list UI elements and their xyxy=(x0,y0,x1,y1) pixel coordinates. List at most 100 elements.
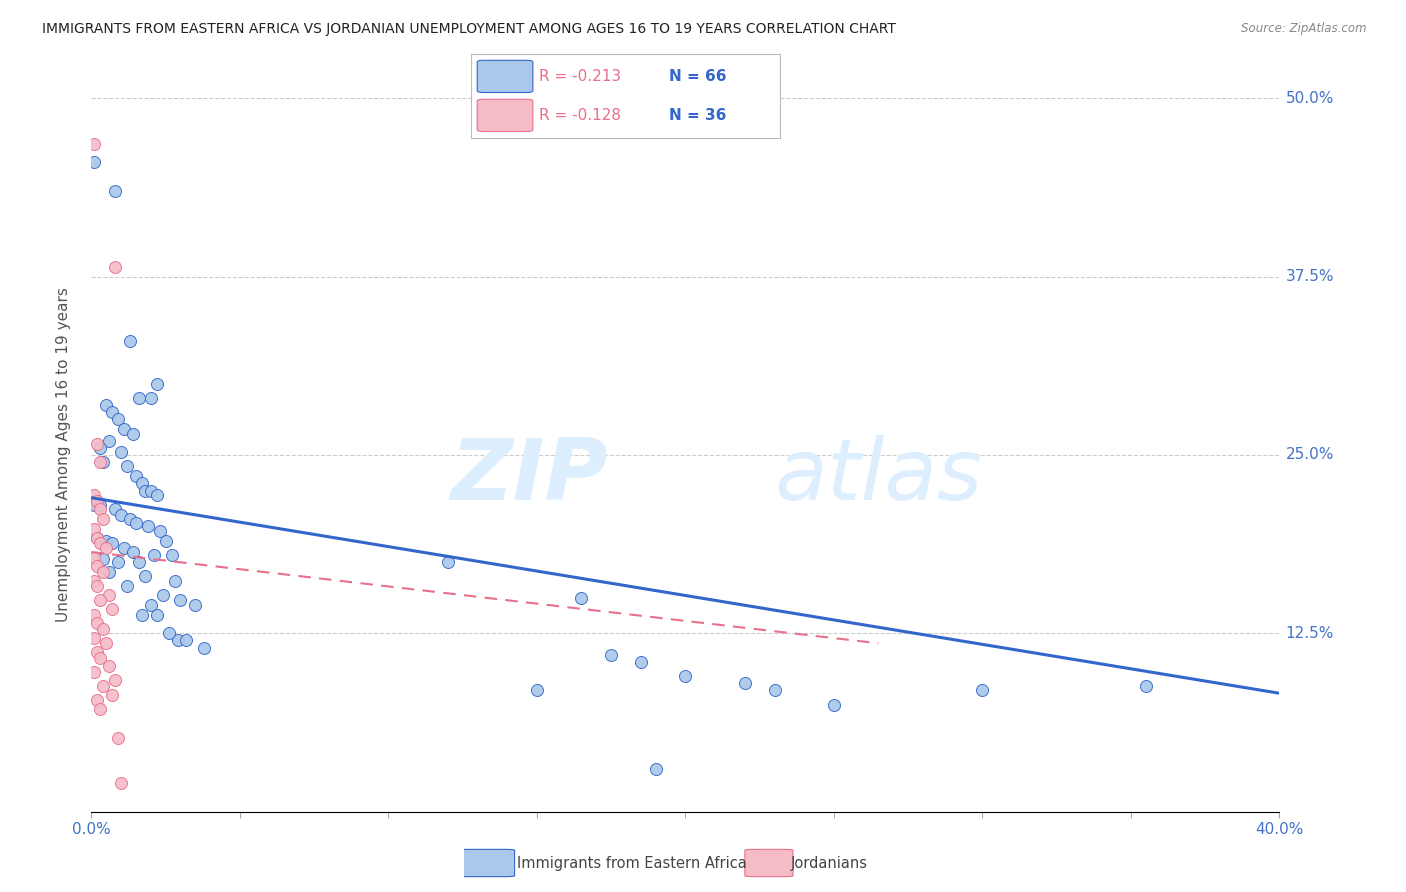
Text: Jordanians: Jordanians xyxy=(790,855,868,871)
Point xyxy=(128,555,150,569)
Point xyxy=(176,633,198,648)
Point xyxy=(89,702,111,716)
Point xyxy=(125,469,148,483)
Text: R = -0.213: R = -0.213 xyxy=(538,69,621,84)
Text: 50.0%: 50.0% xyxy=(1285,91,1334,105)
Point xyxy=(98,565,121,579)
Point xyxy=(571,591,593,605)
Point xyxy=(110,508,132,522)
Point xyxy=(145,376,167,391)
Point xyxy=(86,436,108,450)
Point xyxy=(91,679,114,693)
Point xyxy=(86,559,108,574)
Point xyxy=(526,683,548,698)
Point xyxy=(86,616,108,631)
FancyBboxPatch shape xyxy=(477,61,533,93)
Text: R = -0.128: R = -0.128 xyxy=(538,108,621,123)
Point xyxy=(122,426,145,441)
Point xyxy=(184,598,207,612)
Text: N = 36: N = 36 xyxy=(669,108,727,123)
Point xyxy=(89,593,111,607)
Point xyxy=(118,334,141,348)
Text: atlas: atlas xyxy=(775,434,983,518)
Point xyxy=(83,631,105,645)
Point xyxy=(101,536,124,550)
Point xyxy=(139,483,162,498)
Point xyxy=(86,579,108,593)
Point xyxy=(112,541,135,555)
Point xyxy=(139,598,162,612)
Y-axis label: Unemployment Among Ages 16 to 19 years: Unemployment Among Ages 16 to 19 years xyxy=(56,287,70,623)
Point xyxy=(436,555,458,569)
Text: 12.5%: 12.5% xyxy=(1285,626,1334,640)
Point xyxy=(89,455,111,469)
Point xyxy=(104,184,127,198)
Point xyxy=(107,555,129,569)
Point xyxy=(734,676,756,690)
Point xyxy=(91,455,114,469)
Point xyxy=(104,673,127,688)
Point xyxy=(104,502,127,516)
Point xyxy=(600,648,623,662)
Point xyxy=(131,476,153,491)
Point xyxy=(152,588,174,602)
Text: ZIP: ZIP xyxy=(450,434,609,518)
Point xyxy=(145,607,167,622)
Point xyxy=(91,622,114,636)
Point xyxy=(107,412,129,426)
FancyBboxPatch shape xyxy=(477,99,533,131)
Point xyxy=(644,762,666,776)
Point xyxy=(166,633,188,648)
Point xyxy=(83,574,105,588)
Point xyxy=(96,533,118,548)
Point xyxy=(115,579,138,593)
Point xyxy=(96,636,118,650)
Point xyxy=(136,519,159,533)
Point xyxy=(83,498,105,512)
Point xyxy=(83,550,105,565)
Point xyxy=(89,441,111,455)
Point xyxy=(763,683,786,698)
Point xyxy=(145,488,167,502)
Point xyxy=(98,588,121,602)
Point xyxy=(673,669,696,683)
Point xyxy=(107,731,129,745)
Point xyxy=(101,688,124,702)
Point xyxy=(125,516,148,531)
Point xyxy=(86,693,108,707)
Point xyxy=(83,155,105,169)
Point xyxy=(98,434,121,448)
FancyBboxPatch shape xyxy=(745,849,793,877)
Point xyxy=(134,483,156,498)
Text: N = 66: N = 66 xyxy=(669,69,727,84)
Point xyxy=(89,498,111,512)
Point xyxy=(142,548,165,562)
FancyBboxPatch shape xyxy=(458,849,515,877)
Point xyxy=(139,391,162,405)
Point xyxy=(98,659,121,673)
Point xyxy=(128,391,150,405)
Text: Source: ZipAtlas.com: Source: ZipAtlas.com xyxy=(1241,22,1367,36)
Point xyxy=(110,776,132,790)
Point xyxy=(89,536,111,550)
Point xyxy=(86,531,108,545)
Point xyxy=(163,574,186,588)
Point xyxy=(104,260,127,274)
Point xyxy=(157,626,180,640)
Point xyxy=(118,512,141,526)
Point xyxy=(122,545,145,559)
Point xyxy=(91,512,114,526)
Text: IMMIGRANTS FROM EASTERN AFRICA VS JORDANIAN UNEMPLOYMENT AMONG AGES 16 TO 19 YEA: IMMIGRANTS FROM EASTERN AFRICA VS JORDAN… xyxy=(42,22,896,37)
Point xyxy=(83,136,105,151)
Point xyxy=(91,565,114,579)
Point xyxy=(83,488,105,502)
Point xyxy=(101,602,124,616)
Text: Immigrants from Eastern Africa: Immigrants from Eastern Africa xyxy=(517,855,747,871)
Point xyxy=(630,655,652,669)
Point xyxy=(972,683,994,698)
Point xyxy=(823,698,845,712)
Point xyxy=(83,522,105,536)
Point xyxy=(1135,679,1157,693)
Point xyxy=(101,405,124,419)
Point xyxy=(110,445,132,459)
